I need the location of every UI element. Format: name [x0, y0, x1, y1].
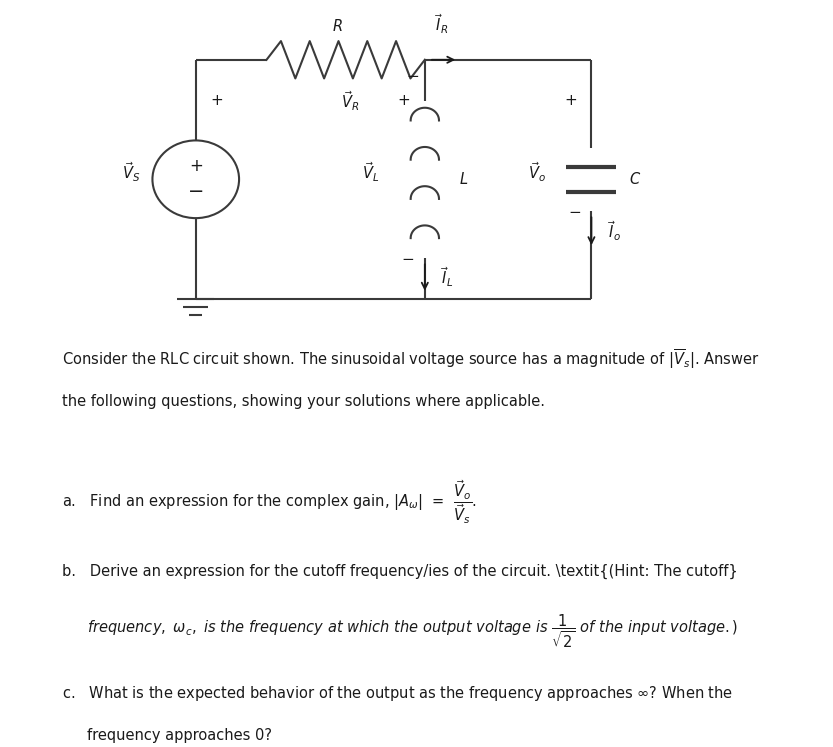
Text: Consider the RLC circuit shown. The sinusoidal voltage source has a magnitude of: Consider the RLC circuit shown. The sinu… — [62, 347, 760, 371]
Text: $\vec{V}_L$: $\vec{V}_L$ — [362, 160, 379, 184]
Text: +: + — [397, 93, 411, 108]
Text: R: R — [332, 19, 342, 34]
Text: +: + — [189, 157, 202, 175]
Text: c.   What is the expected behavior of the output as the frequency approaches $\i: c. What is the expected behavior of the … — [62, 684, 734, 702]
Text: frequency approaches 0?: frequency approaches 0? — [87, 728, 272, 743]
Text: the following questions, showing your solutions where applicable.: the following questions, showing your so… — [62, 394, 546, 409]
Text: $\vec{I}_L$: $\vec{I}_L$ — [441, 266, 454, 289]
Text: +: + — [210, 93, 223, 108]
Text: $\vec{I}_R$: $\vec{I}_R$ — [435, 12, 448, 36]
Text: a.   Find an expression for the complex gain, $|A_\omega|$  =  $\dfrac{\vec{V}_o: a. Find an expression for the complex ga… — [62, 478, 477, 526]
Text: −: − — [402, 252, 415, 267]
Text: $\vec{V}_S$: $\vec{V}_S$ — [122, 160, 140, 184]
Text: +: + — [564, 93, 577, 108]
Text: $\mathit{frequency,\ \omega_c,\ is\ the\ frequency\ at\ which\ the\ output\ volt: $\mathit{frequency,\ \omega_c,\ is\ the\… — [87, 613, 739, 650]
Text: −: − — [406, 69, 419, 84]
Text: b.   Derive an expression for the cutoff frequency/ies of the circuit. \textit{(: b. Derive an expression for the cutoff f… — [62, 564, 738, 579]
Text: $\vec{V}_o$: $\vec{V}_o$ — [527, 160, 546, 184]
Text: C: C — [629, 172, 639, 187]
Text: −: − — [568, 205, 581, 220]
Text: $\vec{V}_R$: $\vec{V}_R$ — [341, 90, 359, 114]
Text: −: − — [187, 182, 204, 201]
Text: $\vec{I}_o$: $\vec{I}_o$ — [608, 220, 621, 243]
Text: L: L — [460, 172, 468, 187]
